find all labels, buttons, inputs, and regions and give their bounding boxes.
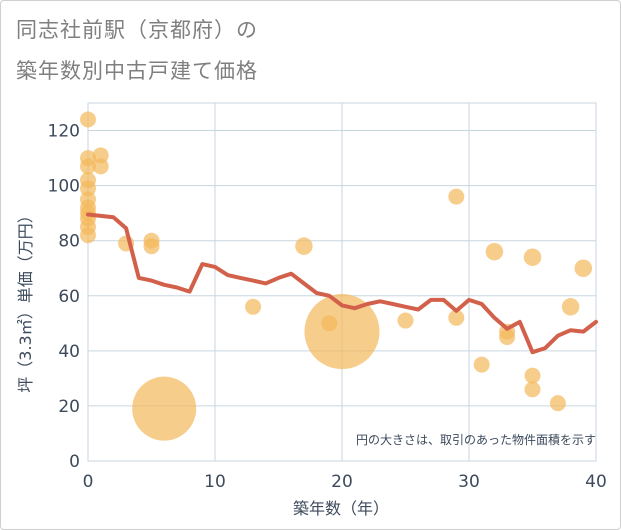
data-bubble	[485, 242, 504, 261]
data-bubble	[473, 356, 490, 373]
data-bubble	[397, 312, 414, 329]
trend-line	[86, 212, 598, 355]
y-tick-label: 80	[58, 232, 80, 252]
tick-labels: 0 10 20 30 40 0 20 40 60 80 100 120	[48, 122, 607, 492]
data-bubble	[80, 111, 96, 128]
chart-title-line-1: 同志社前駅（京都府）の	[16, 18, 258, 42]
data-bubble	[448, 188, 465, 205]
data-bubble	[132, 376, 197, 441]
data-bubble	[92, 147, 109, 164]
data-bubble	[448, 309, 465, 326]
data-bubble	[80, 227, 96, 244]
data-bubble	[549, 395, 566, 412]
data-bubble	[304, 294, 380, 370]
x-tick-label: 20	[331, 472, 353, 492]
data-bubble	[80, 180, 96, 197]
data-bubble	[245, 298, 262, 315]
y-tick-label: 60	[58, 287, 80, 307]
x-axis-label: 築年数（年）	[293, 499, 389, 518]
data-bubble	[524, 381, 541, 398]
data-bubble	[499, 329, 516, 346]
bubble-layer	[80, 111, 593, 441]
bubble-size-note: 円の大きさは、取引のあった物件面積を示す	[356, 432, 596, 447]
x-tick-label: 0	[83, 472, 94, 492]
y-tick-label: 0	[69, 452, 80, 472]
y-axis-label: 坪（3.3㎡）単価（万円）	[16, 207, 35, 392]
data-bubble	[561, 298, 580, 316]
y-tick-label: 100	[48, 177, 80, 197]
x-tick-label: 40	[585, 472, 607, 492]
data-bubble	[80, 158, 96, 175]
data-bubble	[523, 248, 542, 266]
x-tick-label: 30	[458, 472, 480, 492]
chart-title-line-2: 築年数別中古戸建て価格	[16, 59, 258, 83]
data-bubble	[574, 259, 593, 277]
y-tick-label: 120	[48, 122, 80, 142]
data-bubble	[143, 238, 160, 255]
y-tick-label: 40	[58, 342, 80, 362]
data-bubble	[92, 158, 109, 175]
y-tick-label: 20	[58, 397, 80, 417]
data-bubble	[524, 367, 541, 384]
x-tick-label: 10	[204, 472, 226, 492]
trend-line-layer	[86, 212, 598, 355]
data-bubble	[295, 237, 313, 255]
